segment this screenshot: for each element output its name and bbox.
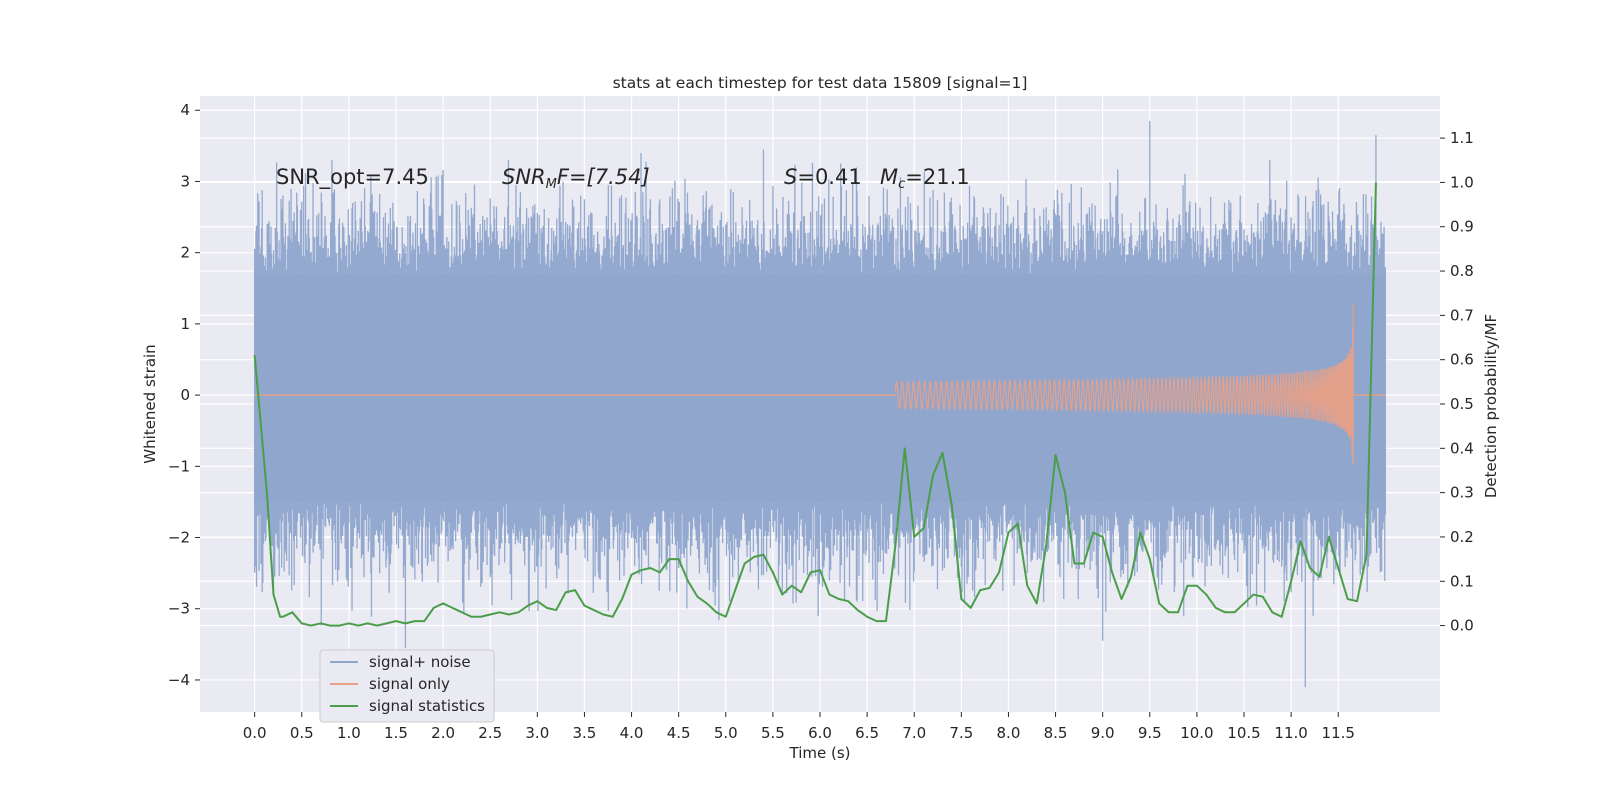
x-axis-ticks: 0.0 0.5 1.0 1.5 2.0 2.5 3.0 3.5 4.0 4.5 5.0 5.5 6.0 6… [243,712,1355,742]
x-tick-label: 7.0 [902,724,926,742]
x-tick-label: 6.0 [808,724,832,742]
y-tick-label: −4 [168,671,190,689]
y-tick-label: 0 [180,386,190,404]
y2-tick-label: 0.8 [1450,262,1474,280]
signal-only-chirp [894,303,1354,465]
x-axis-title: Time (s) [789,744,851,762]
series-signal-statistics [253,182,1377,627]
x-tick-label: 4.5 [667,724,691,742]
y-tick-label: 3 [180,172,190,190]
annotation-snr-mf: SNRMF=[7.54] [502,165,650,192]
x-tick-label: 5.0 [714,724,738,742]
x-tick-label: 3.0 [525,724,549,742]
x-tick-label: 11.5 [1322,724,1355,742]
x-tick-label: 10.5 [1227,724,1260,742]
y-tick-label: −1 [168,457,190,475]
y2-tick-label: 0.0 [1450,617,1474,635]
y-axis-ticks: 4 3 2 1 0 −1 −2 −3 −4 [168,101,200,689]
y2-tick-label: 1.1 [1450,129,1474,147]
y-tick-label: 2 [180,244,190,262]
series-signal-only [254,303,1386,465]
legend-label-signal-noise: signal+ noise [369,653,471,671]
y-tick-label: 4 [180,101,190,119]
y2-axis-ticks: 1.1 1.0 0.9 0.8 0.7 0.6 0.5 0.4 0.3 0.2 0.1 0.0 [1440,129,1474,635]
y-tick-label: −3 [168,600,190,618]
y-tick-label: −2 [168,529,190,547]
x-tick-label: 1.0 [337,724,361,742]
annotation-s: S=0.41 [784,165,862,189]
x-tick-label: 9.0 [1091,724,1115,742]
y-tick-label: 1 [180,315,190,333]
x-tick-label: 8.5 [1044,724,1068,742]
y2-tick-label: 0.2 [1450,528,1474,546]
legend: signal+ noise signal only signal statist… [319,649,495,723]
y2-tick-label: 0.1 [1450,572,1474,590]
x-tick-label: 2.0 [431,724,455,742]
x-tick-label: 4.0 [620,724,644,742]
signal-statistics-line [253,182,1377,627]
x-tick-label: 0.0 [243,724,267,742]
y2-tick-label: 0.5 [1450,395,1474,413]
x-tick-label: 3.5 [573,724,597,742]
x-tick-label: 7.5 [949,724,973,742]
annotation-snr-opt: SNR_opt=7.45 [276,165,429,190]
x-tick-label: 11.0 [1274,724,1307,742]
legend-box [319,649,495,723]
x-tick-label: 2.5 [478,724,502,742]
legend-label-signal-only: signal only [369,675,450,693]
y-axis-title: Whitened strain [141,344,159,463]
y2-tick-label: 0.9 [1450,218,1474,236]
legend-label-signal-statistics: signal statistics [369,697,485,715]
y2-axis-title: Detection probability/MF [1482,314,1500,498]
annotation-mc: Mc=21.1 [880,165,970,192]
chart-title: stats at each timestep for test data 158… [613,74,1028,92]
x-tick-label: 0.5 [290,724,314,742]
x-tick-label: 10.0 [1180,724,1213,742]
y2-tick-label: 1.0 [1450,173,1474,191]
x-tick-label: 8.0 [997,724,1021,742]
y2-tick-label: 0.7 [1450,306,1474,324]
y2-tick-label: 0.4 [1450,439,1474,457]
x-tick-label: 1.5 [384,724,408,742]
x-tick-label: 9.5 [1138,724,1162,742]
y2-tick-label: 0.6 [1450,351,1474,369]
x-tick-label: 6.5 [855,724,879,742]
x-tick-label: 5.5 [761,724,785,742]
y2-tick-label: 0.3 [1450,484,1474,502]
